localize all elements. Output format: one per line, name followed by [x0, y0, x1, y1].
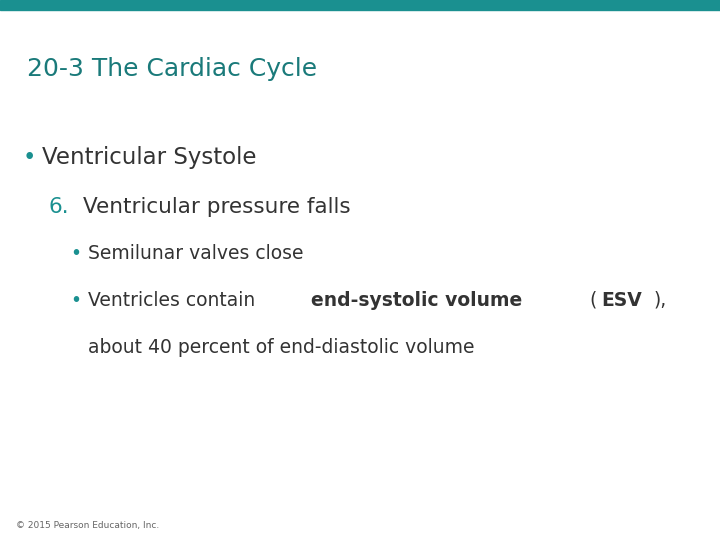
Text: Semilunar valves close: Semilunar valves close	[88, 244, 303, 263]
Text: 20-3 The Cardiac Cycle: 20-3 The Cardiac Cycle	[27, 57, 318, 80]
Text: ),: ),	[654, 291, 667, 309]
Text: end-systolic volume: end-systolic volume	[311, 291, 523, 309]
Text: Ventricular Systole: Ventricular Systole	[42, 146, 256, 169]
Text: (: (	[584, 291, 598, 309]
Text: © 2015 Pearson Education, Inc.: © 2015 Pearson Education, Inc.	[16, 521, 159, 530]
Text: 6.: 6.	[49, 197, 70, 217]
Text: about 40 percent of end-diastolic volume: about 40 percent of end-diastolic volume	[88, 338, 474, 357]
Text: ESV: ESV	[601, 291, 642, 309]
Text: •: •	[71, 244, 81, 263]
Text: Ventricles contain: Ventricles contain	[88, 291, 261, 309]
Text: •: •	[23, 146, 37, 169]
Text: •: •	[71, 291, 81, 309]
Bar	[0, 0, 720, 10]
Text: Ventricular pressure falls: Ventricular pressure falls	[83, 197, 351, 217]
